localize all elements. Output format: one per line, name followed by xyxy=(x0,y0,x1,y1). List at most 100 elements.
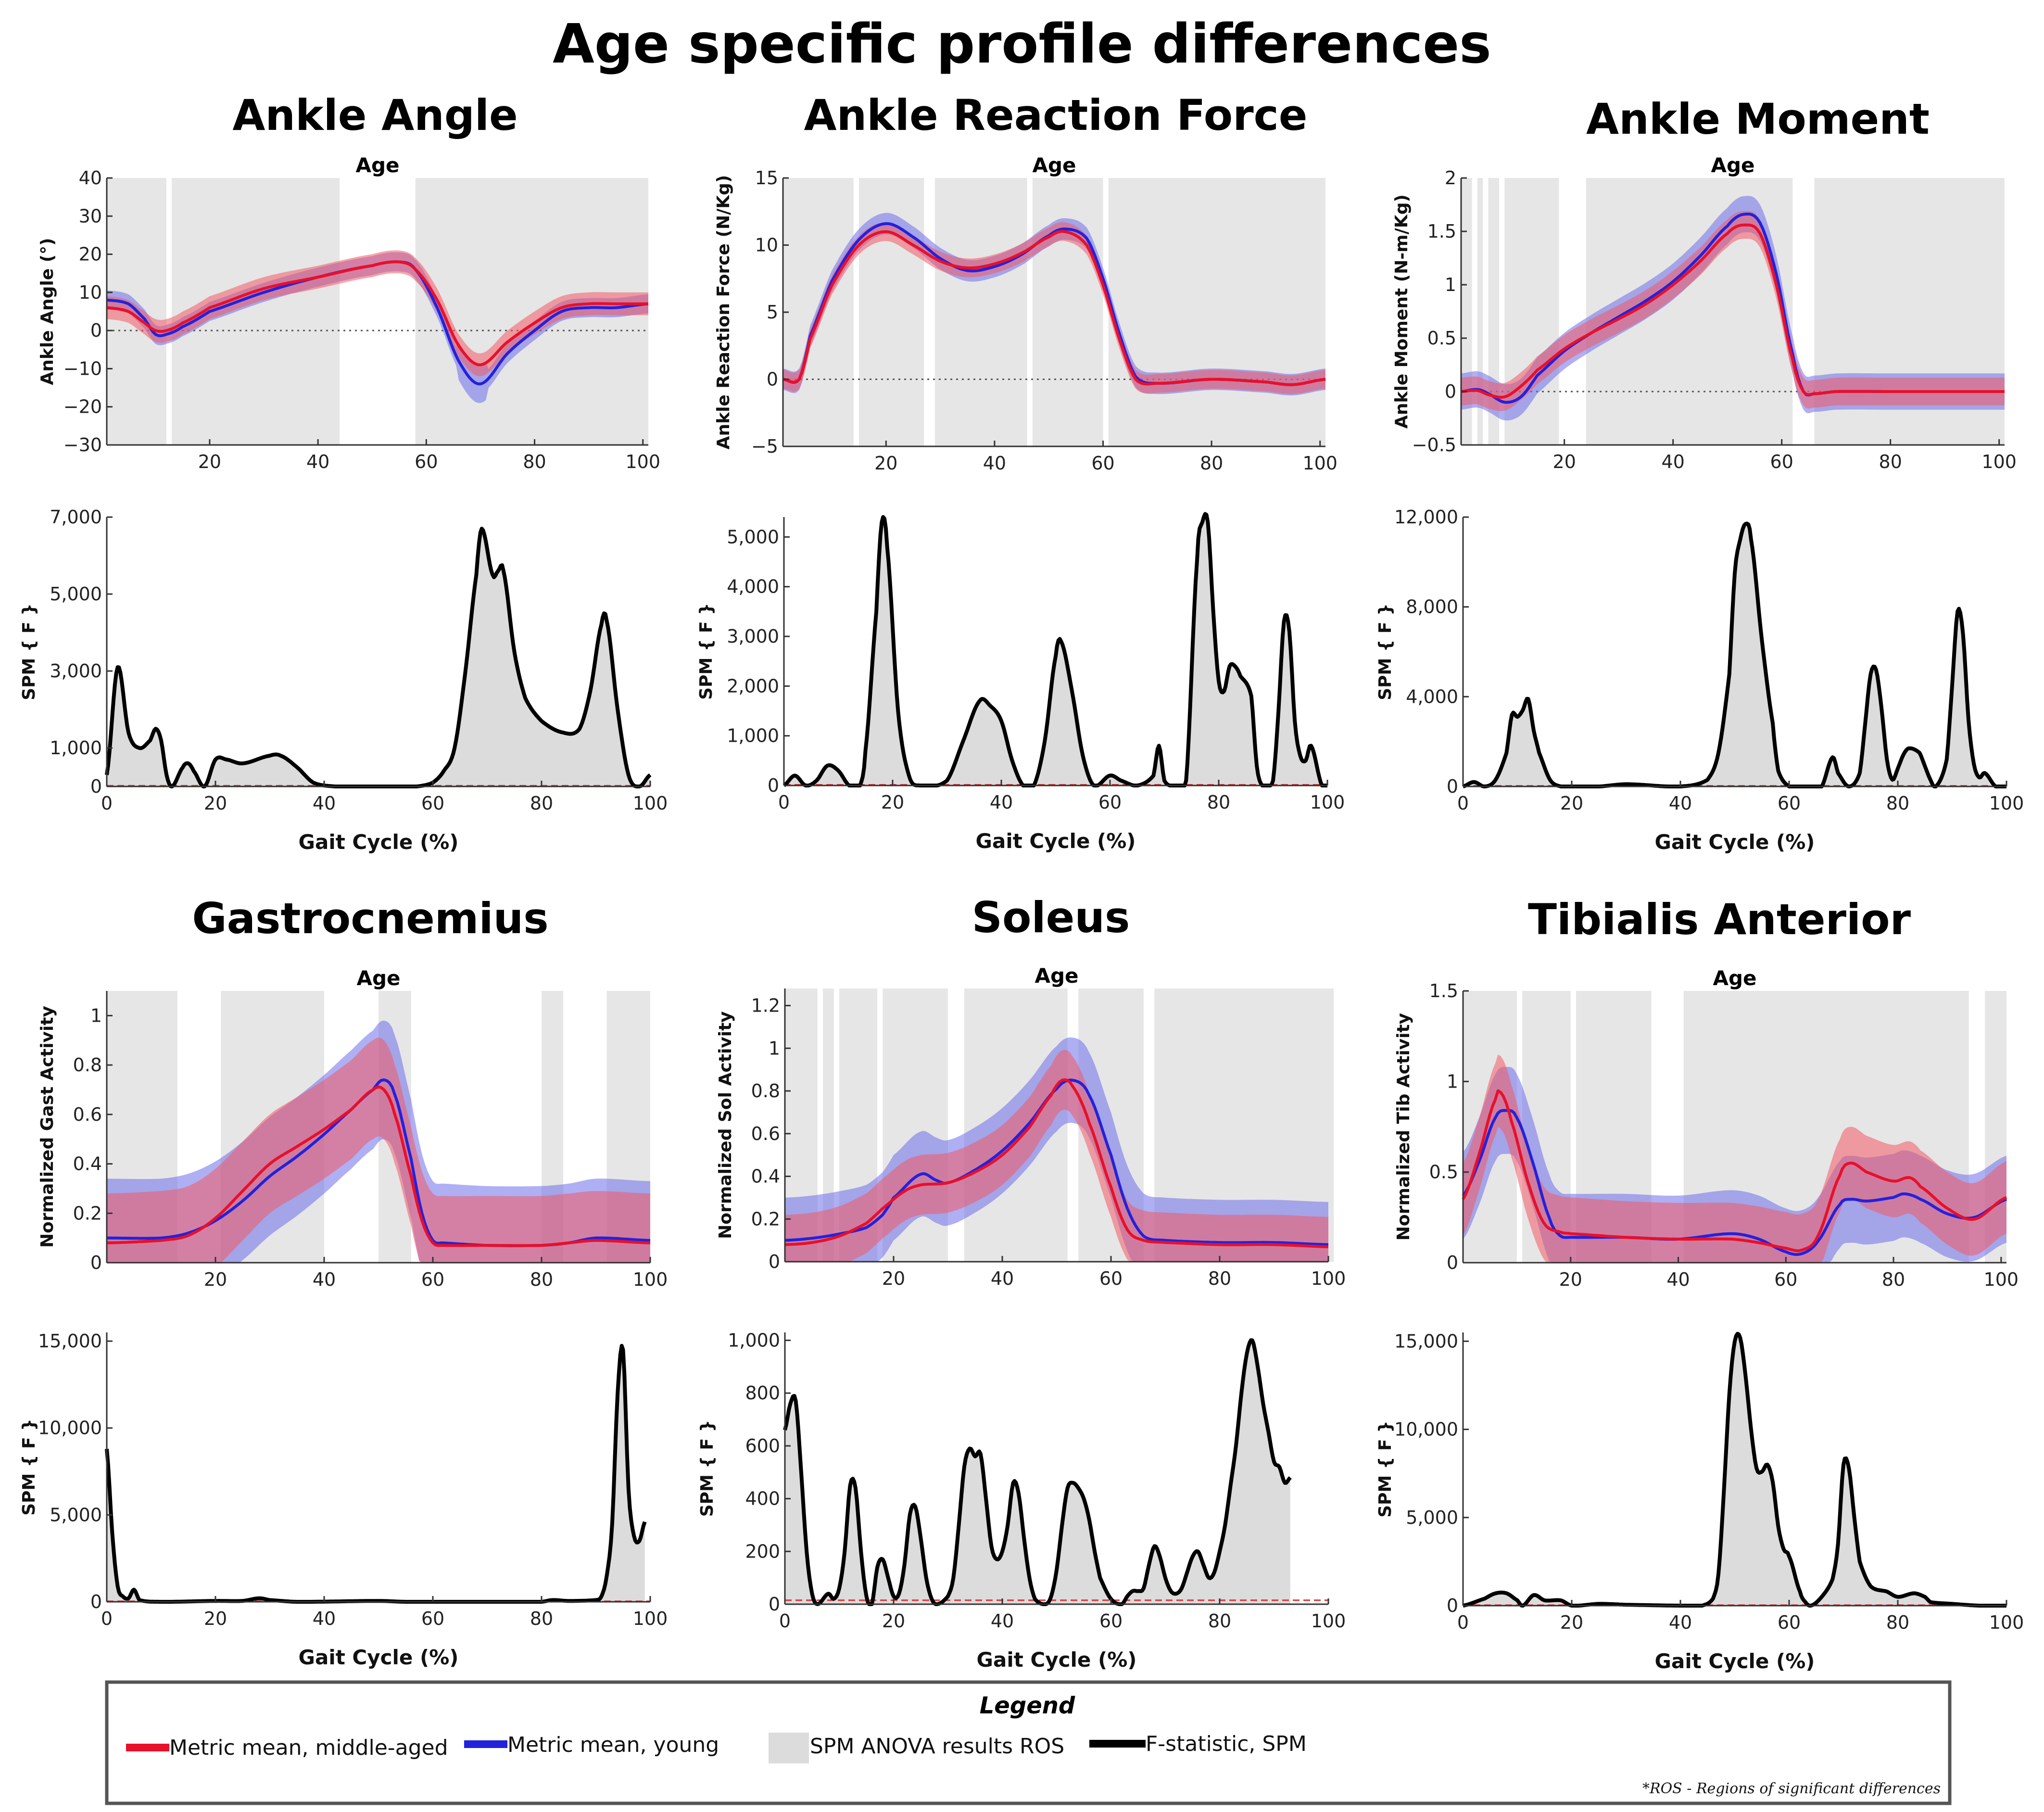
std-band-middle-aged xyxy=(1463,1054,2006,1263)
x-tick-label: 100 xyxy=(1989,1612,2024,1633)
x-tick-label: 40 xyxy=(1669,793,1692,814)
y-tick-label: 1,000 xyxy=(50,737,102,759)
y-tick-label: 8,000 xyxy=(1406,596,1458,618)
subplot-title: Age xyxy=(1035,964,1078,988)
x-axis-label: Gait Cycle (%) xyxy=(1655,1649,1815,1673)
chart-ankle-moment-spm: SPM { F } Gait Cycle (%) 0 4,000 8,000 12,000… xyxy=(1375,507,2024,854)
roi-region xyxy=(1108,178,1325,446)
y-tick-label: 1,000 xyxy=(728,1330,780,1351)
y-axis-label: Ankle Moment (N-m/Kg) xyxy=(1392,194,1412,429)
y-tick-label: 0 xyxy=(90,776,102,797)
y-tick-label: 0.4 xyxy=(751,1166,780,1187)
y-tick-label: 1.5 xyxy=(1427,221,1456,242)
mean-line-middle-aged xyxy=(784,1078,1329,1248)
y-tick-label: 1.2 xyxy=(751,995,780,1016)
panel-title-ankle-angle: Ankle Angle xyxy=(232,90,517,140)
x-tick-label: 80 xyxy=(1886,1612,1909,1633)
y-tick-label: 800 xyxy=(745,1382,780,1404)
y-tick-label: 0 xyxy=(1447,776,1458,797)
chart-ankle-reaction-force: Age Ankle Reaction Force (N/Kg) −5 0 5 10 15 20… xyxy=(714,153,1337,474)
y-tick-label: 1.5 xyxy=(1429,980,1458,1001)
y-tick-label: 0.5 xyxy=(1427,328,1456,349)
y-tick-label: 0.4 xyxy=(73,1153,102,1175)
y-tick-label: 3,000 xyxy=(50,660,102,682)
y-tick-label: 0 xyxy=(1447,1252,1458,1273)
x-tick-label: 0 xyxy=(1457,793,1469,814)
y-tick-label: −30 xyxy=(63,434,102,456)
x-tick-label: 20 xyxy=(204,793,227,814)
y-tick-label: 0 xyxy=(769,1251,780,1272)
y-tick-label: 5 xyxy=(767,302,778,323)
y-tick-label: 4,000 xyxy=(1406,686,1458,707)
f-statistic-line xyxy=(782,512,1328,787)
panel-title-ankle-moment: Ankle Moment xyxy=(1586,94,1930,144)
spm-suprathreshold-area xyxy=(785,1340,1290,1604)
x-tick-label: 60 xyxy=(415,451,438,472)
x-tick-label: 80 xyxy=(1879,451,1902,472)
y-tick-label: 15,000 xyxy=(38,1330,102,1352)
mean-line-middle-aged xyxy=(106,260,648,367)
x-tick-label: 100 xyxy=(1981,451,2017,472)
mean-line-middle-aged xyxy=(1461,223,2005,399)
x-tick-label: 80 xyxy=(1882,1269,1905,1290)
legend-box xyxy=(105,1680,1952,1805)
x-tick-label: 40 xyxy=(991,1268,1014,1289)
x-tick-label: 40 xyxy=(990,792,1013,813)
std-band-middle-aged xyxy=(107,250,648,377)
f-statistic-line xyxy=(105,1343,647,1604)
y-axis-label: SPM { F } xyxy=(19,603,39,700)
spm-suprathreshold-area xyxy=(107,1345,645,1602)
y-tick-label: 15 xyxy=(755,167,778,189)
x-tick-label: 20 xyxy=(204,1269,227,1290)
panel-title-tibialis-anterior: Tibialis Anterior xyxy=(1528,895,1911,944)
y-tick-label: 1 xyxy=(1447,1071,1458,1092)
legend-footnote: *ROS - Regions of significant difference… xyxy=(1642,1780,1941,1797)
y-axis-label: Normalized Tib Activity xyxy=(1394,1013,1413,1241)
y-tick-label: 10 xyxy=(755,235,778,256)
x-axis-label: Gait Cycle (%) xyxy=(976,829,1136,853)
x-tick-label: 0 xyxy=(101,1608,113,1629)
x-tick-label: 100 xyxy=(625,451,660,472)
x-tick-label: 20 xyxy=(882,1610,905,1632)
roi-region xyxy=(1477,178,1483,445)
chart-tibialis-anterior-spm: SPM { F } Gait Cycle (%) 0 5,000 10,000 15,00… xyxy=(1375,1330,2024,1673)
y-tick-label: 1 xyxy=(90,1005,102,1026)
y-tick-label: 0 xyxy=(767,369,778,390)
x-tick-label: 80 xyxy=(1207,792,1230,813)
x-tick-label: 80 xyxy=(1886,793,1909,814)
chart-gastrocnemius-spm: SPM { F } Gait Cycle (%) 0 5,000 10,000 15,00… xyxy=(19,1330,668,1669)
y-tick-label: 2,000 xyxy=(727,675,779,697)
x-tick-label: 20 xyxy=(198,451,221,472)
y-tick-label: −10 xyxy=(63,358,102,379)
x-tick-label: 60 xyxy=(421,793,444,814)
y-axis-label: Ankle Reaction Force (N/Kg) xyxy=(714,175,733,450)
chart-gastrocnemius: Age Normalized Gast Activity 0 0.2 0.4 0.6 0.8… xyxy=(38,966,668,1290)
x-tick-label: 80 xyxy=(530,1269,553,1290)
y-tick-label: 0 xyxy=(1447,1595,1458,1616)
y-tick-label: 1 xyxy=(769,1038,780,1059)
y-tick-label: 7,000 xyxy=(50,507,102,528)
x-tick-label: 60 xyxy=(1770,451,1793,472)
main-title: Age specific profile differences xyxy=(553,13,1491,76)
x-tick-label: 20 xyxy=(874,453,897,474)
legend-label-fstat: F-statistic, SPM xyxy=(1146,1732,1307,1756)
x-tick-label: 60 xyxy=(1098,792,1122,813)
chart-ankle-angle-spm: SPM { F } Gait Cycle (%) 0 1,000 3,000 5,000 7… xyxy=(19,507,668,854)
mean-line-young xyxy=(1462,1109,2007,1256)
y-tick-label: 5,000 xyxy=(50,583,102,605)
y-tick-label: 0 xyxy=(90,1591,102,1612)
x-tick-label: 60 xyxy=(1099,1268,1123,1289)
x-tick-label: 40 xyxy=(313,793,336,814)
chart-tibialis-anterior: Age Normalized Tib Activity 0 0.5 1 1.5 20 40 60… xyxy=(1394,966,2019,1290)
chart-soleus-spm: SPM { F }Gait Cycle (%)02004006008001,00… xyxy=(697,1330,1346,1672)
x-tick-label: 40 xyxy=(313,1269,336,1290)
y-tick-label: 5,000 xyxy=(727,526,779,547)
x-tick-label: 20 xyxy=(882,1268,905,1289)
chart-soleus: Age Normalized Sol Activity 0 0.2 0.4 0.6 0.8 1… xyxy=(716,964,1346,1289)
x-tick-label: 40 xyxy=(1669,1612,1692,1633)
std-band-middle-aged xyxy=(785,1050,1328,1262)
x-tick-label: 60 xyxy=(1778,793,1801,814)
y-tick-label: 0 xyxy=(768,775,779,796)
y-tick-label: 2 xyxy=(1445,167,1456,189)
y-tick-label: 0 xyxy=(90,320,102,341)
